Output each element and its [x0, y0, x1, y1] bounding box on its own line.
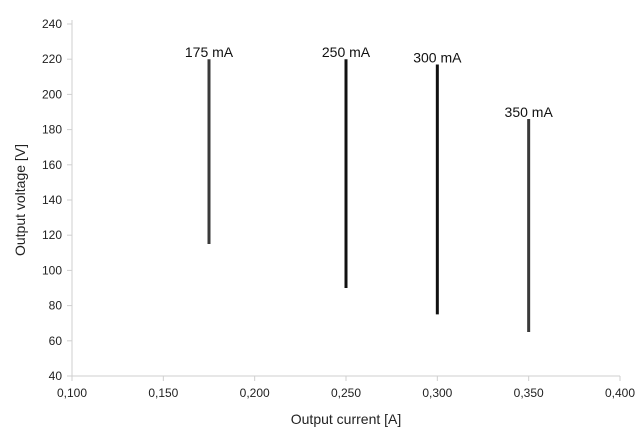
- y-tick-label: 200: [42, 87, 62, 101]
- x-tick-label: 0,300: [422, 386, 452, 400]
- y-tick-label: 40: [49, 369, 63, 383]
- y-tick-label: 120: [42, 228, 62, 242]
- range-bar-label: 175 mA: [185, 44, 234, 60]
- y-tick-label: 60: [49, 334, 63, 348]
- x-axis-title: Output current [A]: [291, 411, 402, 427]
- y-axis-title: Output voltage [V]: [12, 144, 28, 256]
- range-bar-label: 350 mA: [505, 104, 554, 120]
- range-bar-label: 250 mA: [322, 44, 371, 60]
- x-axis-ticks: 0,100 0,150 0,200 0,250 0,300 0,350 0,400: [57, 376, 635, 400]
- x-tick-label: 0,350: [514, 386, 544, 400]
- y-tick-label: 80: [49, 299, 63, 313]
- x-tick-label: 0,100: [57, 386, 87, 400]
- data-labels: 175 mA 250 mA 300 mA 350 mA: [185, 44, 554, 120]
- y-tick-label: 140: [42, 193, 62, 207]
- x-tick-label: 0,400: [605, 386, 635, 400]
- y-tick-label: 220: [42, 52, 62, 66]
- x-tick-label: 0,150: [148, 386, 178, 400]
- axes: 40 60 80 100 120 140 160 180 200 220 240 0,100 0,15…: [42, 17, 635, 400]
- x-tick-label: 0,250: [331, 386, 361, 400]
- range-bars: [207, 59, 531, 332]
- x-tick-label: 0,200: [240, 386, 270, 400]
- y-tick-label: 100: [42, 263, 62, 277]
- y-tick-label: 180: [42, 123, 62, 137]
- y-axis-ticks: 40 60 80 100 120 140 160 180 200 220 240: [42, 17, 72, 383]
- range-bar-label: 300 mA: [413, 49, 462, 65]
- y-tick-label: 240: [42, 17, 62, 31]
- y-tick-label: 160: [42, 158, 62, 172]
